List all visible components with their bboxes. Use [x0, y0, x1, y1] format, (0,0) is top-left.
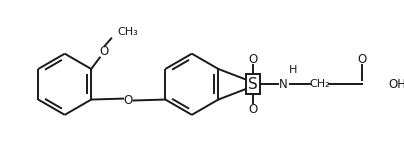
Text: H: H [289, 65, 297, 75]
Text: O: O [124, 94, 133, 107]
Text: O: O [358, 53, 366, 66]
Text: O: O [99, 45, 108, 58]
Text: S: S [248, 77, 258, 92]
Text: OH: OH [389, 78, 404, 91]
Text: N: N [279, 78, 288, 91]
Text: O: O [248, 103, 258, 116]
Text: CH₃: CH₃ [117, 27, 138, 37]
Text: O: O [248, 53, 258, 66]
Text: CH₂: CH₂ [309, 79, 330, 89]
